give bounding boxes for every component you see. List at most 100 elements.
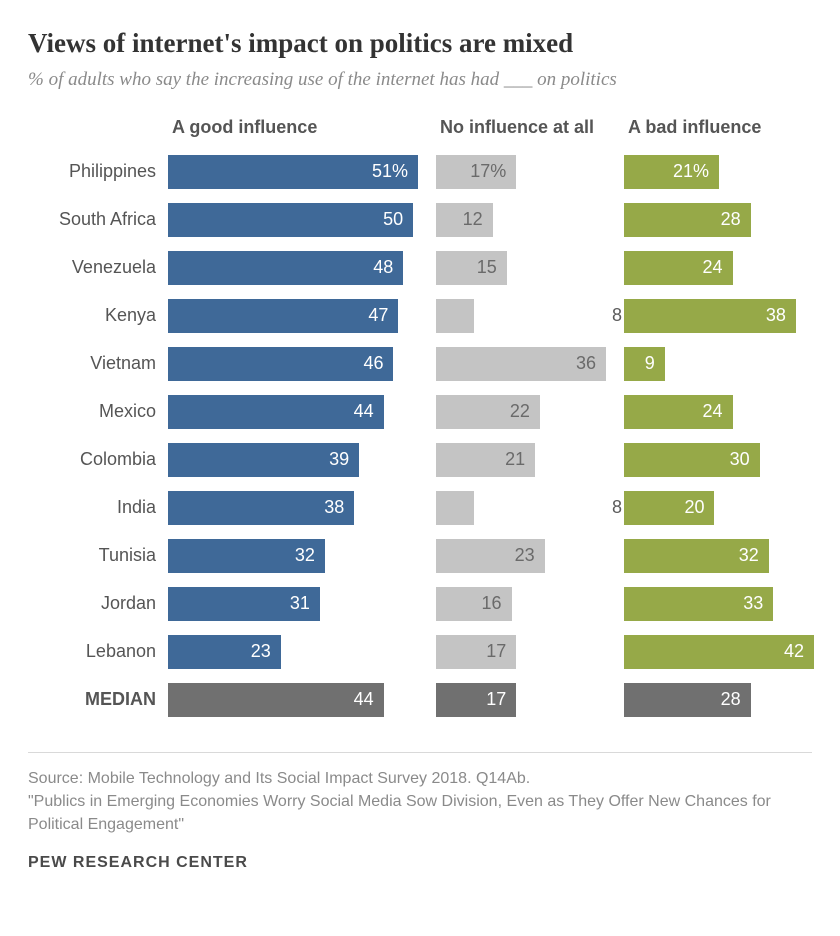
bar-none: 17 bbox=[436, 683, 516, 717]
bar-value: 17 bbox=[486, 641, 506, 662]
bar-value: 20 bbox=[684, 497, 704, 518]
col-header-none: No influence at all bbox=[436, 117, 606, 138]
column-header-row: A good influence No influence at all A b… bbox=[28, 117, 812, 138]
col-none: 16 bbox=[436, 587, 606, 621]
bar-value: 16 bbox=[482, 593, 502, 614]
data-row: Lebanon 23 17 42 bbox=[28, 628, 812, 676]
col-good: 39 bbox=[168, 443, 418, 477]
bar-value: 31 bbox=[290, 593, 310, 614]
footer-quote: "Publics in Emerging Economies Worry Soc… bbox=[28, 790, 812, 836]
country-label: Colombia bbox=[28, 449, 168, 470]
bar-value: 21 bbox=[505, 449, 525, 470]
country-label: Venezuela bbox=[28, 257, 168, 278]
bar-good: 48 bbox=[168, 251, 403, 285]
chart-title: Views of internet's impact on politics a… bbox=[28, 28, 812, 59]
bar-value: 28 bbox=[721, 209, 741, 230]
col-bad: 32 bbox=[624, 539, 814, 573]
bar-value: 32 bbox=[739, 545, 759, 566]
bar-value: 44 bbox=[354, 689, 374, 710]
bar-value: 15 bbox=[477, 257, 497, 278]
bar-value: 48 bbox=[373, 257, 393, 278]
bar-good: 47 bbox=[168, 299, 398, 333]
bar-value: 39 bbox=[329, 449, 349, 470]
bar-good: 50 bbox=[168, 203, 413, 237]
country-label: MEDIAN bbox=[28, 689, 168, 710]
country-label: Lebanon bbox=[28, 641, 168, 662]
bar-value: 22 bbox=[510, 401, 530, 422]
bar-good: 44 bbox=[168, 683, 384, 717]
median-row: MEDIAN441728 bbox=[28, 676, 812, 724]
col-good: 46 bbox=[168, 347, 418, 381]
bar-value: 30 bbox=[730, 449, 750, 470]
data-row: India 38 8 20 bbox=[28, 484, 812, 532]
bar-value: 38 bbox=[324, 497, 344, 518]
bar-none: 15 bbox=[436, 251, 507, 285]
data-row: Philippines51% 17% 21% bbox=[28, 148, 812, 196]
bar-chart: A good influence No influence at all A b… bbox=[28, 117, 812, 724]
brand-label: PEW RESEARCH CENTER bbox=[28, 854, 812, 872]
bar-good: 51% bbox=[168, 155, 418, 189]
bar-none: 17 bbox=[436, 635, 516, 669]
country-label: India bbox=[28, 497, 168, 518]
col-none: 8 bbox=[436, 299, 606, 333]
col-good: 44 bbox=[168, 683, 418, 717]
col-none: 36 bbox=[436, 347, 606, 381]
data-row: South Africa501228 bbox=[28, 196, 812, 244]
data-row: Venezuela 48 15 24 bbox=[28, 244, 812, 292]
col-good: 50 bbox=[168, 203, 418, 237]
col-bad: 42 bbox=[624, 635, 814, 669]
col-none: 8 bbox=[436, 491, 606, 525]
bar-bad: 24 bbox=[624, 251, 733, 285]
chart-subtitle: % of adults who say the increasing use o… bbox=[28, 67, 812, 93]
col-none: 17% bbox=[436, 155, 606, 189]
bar-value: 23 bbox=[515, 545, 535, 566]
data-row: Kenya47838 bbox=[28, 292, 812, 340]
col-bad: 20 bbox=[624, 491, 814, 525]
country-label: Vietnam bbox=[28, 353, 168, 374]
col-good: 47 bbox=[168, 299, 418, 333]
col-good: 48 bbox=[168, 251, 418, 285]
bar-value: 42 bbox=[784, 641, 804, 662]
bar-value: 12 bbox=[463, 209, 483, 230]
col-bad: 24 bbox=[624, 395, 814, 429]
col-bad: 21% bbox=[624, 155, 814, 189]
bar-none: 8 bbox=[436, 299, 474, 333]
bar-value: 50 bbox=[383, 209, 403, 230]
bar-none: 17% bbox=[436, 155, 516, 189]
bar-none: 36 bbox=[436, 347, 606, 381]
bar-value: 36 bbox=[576, 353, 596, 374]
col-bad: 38 bbox=[624, 299, 814, 333]
data-row: Colombia 39 21 30 bbox=[28, 436, 812, 484]
col-good: 38 bbox=[168, 491, 418, 525]
col-good: 32 bbox=[168, 539, 418, 573]
bar-value: 23 bbox=[251, 641, 271, 662]
col-good: 23 bbox=[168, 635, 418, 669]
bar-none: 16 bbox=[436, 587, 512, 621]
bar-value: 8 bbox=[612, 305, 622, 326]
bar-value: 33 bbox=[743, 593, 763, 614]
bar-value: 24 bbox=[703, 401, 723, 422]
chart-footer: Source: Mobile Technology and Its Social… bbox=[28, 752, 812, 837]
bar-value: 8 bbox=[612, 497, 622, 518]
col-good: 44 bbox=[168, 395, 418, 429]
bar-good: 31 bbox=[168, 587, 320, 621]
bar-value: 46 bbox=[363, 353, 383, 374]
bar-bad: 9 bbox=[624, 347, 665, 381]
col-bad: 33 bbox=[624, 587, 814, 621]
bar-none: 22 bbox=[436, 395, 540, 429]
country-label: Jordan bbox=[28, 593, 168, 614]
bar-value: 17% bbox=[470, 161, 506, 182]
bar-value: 32 bbox=[295, 545, 315, 566]
bar-value: 24 bbox=[703, 257, 723, 278]
bar-good: 23 bbox=[168, 635, 281, 669]
footer-source: Source: Mobile Technology and Its Social… bbox=[28, 767, 812, 790]
bar-none: 23 bbox=[436, 539, 545, 573]
col-none: 12 bbox=[436, 203, 606, 237]
country-label: Philippines bbox=[28, 161, 168, 182]
bar-bad: 38 bbox=[624, 299, 796, 333]
bar-value: 17 bbox=[486, 689, 506, 710]
data-row: Vietnam 46 36 9 bbox=[28, 340, 812, 388]
col-none: 22 bbox=[436, 395, 606, 429]
bar-bad: 28 bbox=[624, 203, 751, 237]
bar-value: 47 bbox=[368, 305, 388, 326]
